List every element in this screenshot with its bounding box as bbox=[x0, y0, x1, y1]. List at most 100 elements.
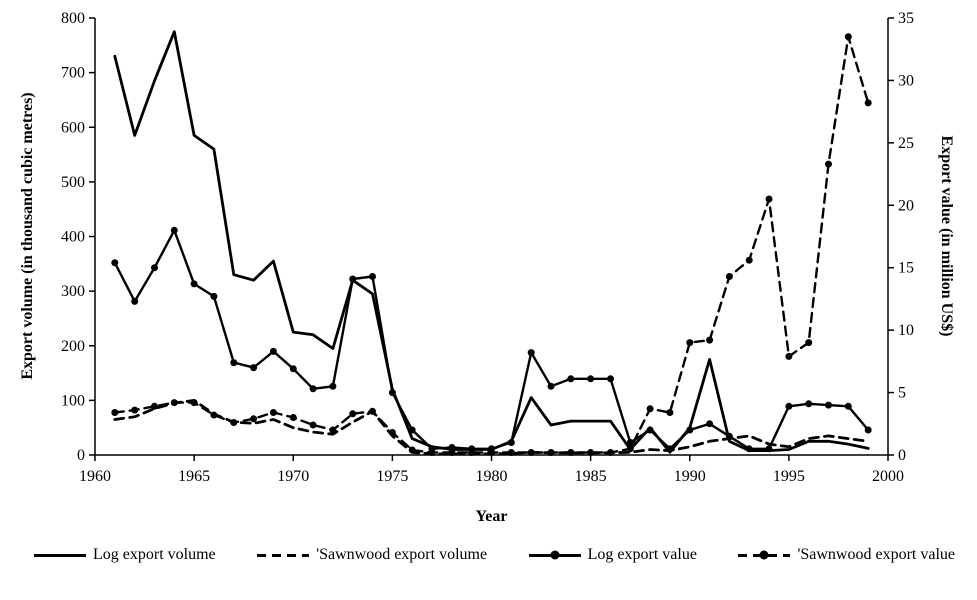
series-marker-log-export-value bbox=[289, 365, 297, 373]
series-marker-sawnwood-export-value bbox=[468, 449, 476, 456]
series-marker-sawnwood-export-value bbox=[805, 339, 813, 347]
series-marker-sawnwood-export-value bbox=[151, 402, 158, 410]
series-marker-log-export-value bbox=[765, 445, 773, 453]
y-left-tick-label: 200 bbox=[61, 338, 85, 355]
series-marker-sawnwood-export-value bbox=[250, 415, 258, 423]
legend-label-sawnwood-export-value: 'Sawnwood export value bbox=[797, 546, 955, 563]
series-marker-sawnwood-export-value bbox=[369, 407, 376, 415]
series-marker-log-export-value bbox=[349, 275, 357, 283]
series-marker-log-export-value bbox=[269, 347, 277, 355]
series-marker-log-export-value bbox=[587, 375, 595, 383]
series-marker-sawnwood-export-value bbox=[567, 449, 575, 456]
series-marker-sawnwood-export-value bbox=[607, 449, 614, 456]
y-right-axis-title: Export value (in million US$) bbox=[938, 135, 955, 337]
series-marker-log-export-value bbox=[507, 439, 515, 446]
y-right-tick-label: 20 bbox=[898, 197, 914, 214]
x-tick-label: 1975 bbox=[376, 468, 408, 485]
series-marker-log-export-value bbox=[388, 389, 396, 397]
series-marker-log-export-value bbox=[547, 382, 555, 390]
legend-label-log-export-value: Log export value bbox=[587, 546, 697, 563]
series-marker-sawnwood-export-value bbox=[765, 195, 773, 203]
series-marker-sawnwood-export-value bbox=[785, 352, 793, 360]
series-marker-sawnwood-export-value bbox=[587, 449, 595, 456]
series-marker-log-export-value bbox=[448, 444, 456, 451]
series-marker-sawnwood-export-value bbox=[210, 411, 218, 419]
series-marker-log-export-value bbox=[745, 445, 753, 453]
x-tick-label: 1970 bbox=[277, 468, 309, 485]
y-left-tick-label: 700 bbox=[61, 65, 85, 82]
series-marker-log-export-value bbox=[844, 402, 852, 410]
series-marker-log-export-value bbox=[309, 385, 317, 393]
y-right-tick-label: 30 bbox=[898, 72, 914, 89]
chart-legend: Log export volume 'Sawnwood export volum… bbox=[34, 546, 955, 564]
legend-item-sawnwood-export-volume: 'Sawnwood export volume bbox=[257, 546, 487, 564]
series-marker-log-export-value bbox=[686, 426, 694, 434]
series-marker-sawnwood-export-value bbox=[844, 33, 852, 41]
series-marker-sawnwood-export-value bbox=[111, 409, 119, 416]
series-marker-log-export-value bbox=[825, 401, 832, 409]
series-marker-log-export-value bbox=[408, 426, 416, 434]
series-marker-sawnwood-export-value bbox=[864, 99, 872, 107]
series-marker-sawnwood-export-value bbox=[626, 445, 634, 453]
series-marker-sawnwood-export-value bbox=[547, 449, 555, 456]
series-marker-log-export-value bbox=[151, 264, 158, 272]
series-marker-sawnwood-export-value bbox=[289, 414, 297, 421]
y-right-tick-label: 15 bbox=[898, 260, 914, 277]
x-tick-label: 1960 bbox=[79, 468, 111, 485]
legend-solid-dot-line-sample bbox=[528, 550, 581, 560]
series-marker-sawnwood-export-value bbox=[686, 339, 694, 347]
series-marker-sawnwood-export-value bbox=[507, 449, 515, 456]
series-marker-sawnwood-export-value bbox=[725, 273, 733, 280]
series-marker-sawnwood-export-value bbox=[745, 256, 753, 264]
series-marker-sawnwood-export-value bbox=[230, 419, 238, 426]
series-marker-log-export-value bbox=[111, 259, 119, 267]
series-marker-sawnwood-export-value bbox=[269, 409, 277, 416]
series-marker-sawnwood-export-value bbox=[428, 449, 436, 456]
series-marker-log-export-value bbox=[646, 426, 654, 434]
series-marker-sawnwood-export-value bbox=[309, 421, 317, 429]
series-marker-sawnwood-export-value bbox=[448, 449, 456, 456]
series-marker-log-export-value bbox=[607, 375, 614, 383]
series-marker-log-export-value bbox=[369, 273, 376, 280]
series-marker-sawnwood-export-value bbox=[170, 399, 178, 407]
x-tick-label: 1980 bbox=[476, 468, 508, 485]
series-marker-log-export-value bbox=[527, 349, 535, 357]
series-marker-sawnwood-export-value bbox=[408, 446, 416, 454]
series-marker-sawnwood-export-value bbox=[329, 426, 337, 434]
x-tick-label: 1995 bbox=[773, 468, 805, 485]
series-marker-sawnwood-export-value bbox=[349, 410, 357, 418]
legend-marker-dot-icon bbox=[550, 550, 560, 560]
series-marker-log-export-value bbox=[131, 297, 139, 305]
series-marker-sawnwood-export-value bbox=[706, 336, 714, 344]
series-marker-sawnwood-export-value bbox=[190, 399, 198, 407]
x-axis-title: Year bbox=[475, 508, 508, 525]
series-marker-log-export-value bbox=[210, 292, 218, 300]
y-right-tick-label: 25 bbox=[898, 135, 914, 152]
series-marker-log-export-value bbox=[725, 432, 733, 440]
series-marker-sawnwood-export-value bbox=[131, 406, 139, 414]
y-right-tick-label: 10 bbox=[898, 322, 914, 339]
y-left-tick-label: 0 bbox=[77, 447, 85, 464]
legend-solid-line-sample bbox=[34, 553, 86, 557]
series-marker-log-export-value bbox=[626, 439, 634, 446]
y-left-tick-label: 800 bbox=[61, 10, 85, 27]
series-marker-log-export-value bbox=[329, 382, 337, 390]
series-marker-log-export-value bbox=[230, 359, 238, 367]
y-left-tick-label: 100 bbox=[61, 392, 85, 409]
legend-label-sawnwood-export-volume: 'Sawnwood export volume bbox=[316, 546, 488, 563]
x-tick-label: 1990 bbox=[674, 468, 706, 485]
series-marker-log-export-value bbox=[706, 420, 714, 428]
y-left-tick-label: 400 bbox=[61, 229, 85, 246]
legend-item-log-export-value: Log export value bbox=[528, 546, 697, 564]
series-marker-sawnwood-export-value bbox=[388, 429, 396, 436]
y-right-tick-label: 35 bbox=[898, 10, 914, 27]
y-left-tick-label: 500 bbox=[61, 174, 85, 191]
legend-dashed-line-sample bbox=[257, 553, 310, 557]
y-right-tick-label: 0 bbox=[898, 447, 906, 464]
x-tick-label: 1965 bbox=[178, 468, 210, 485]
series-marker-log-export-value bbox=[666, 445, 674, 453]
series-marker-sawnwood-export-value bbox=[646, 405, 654, 413]
series-marker-log-export-value bbox=[567, 375, 575, 383]
